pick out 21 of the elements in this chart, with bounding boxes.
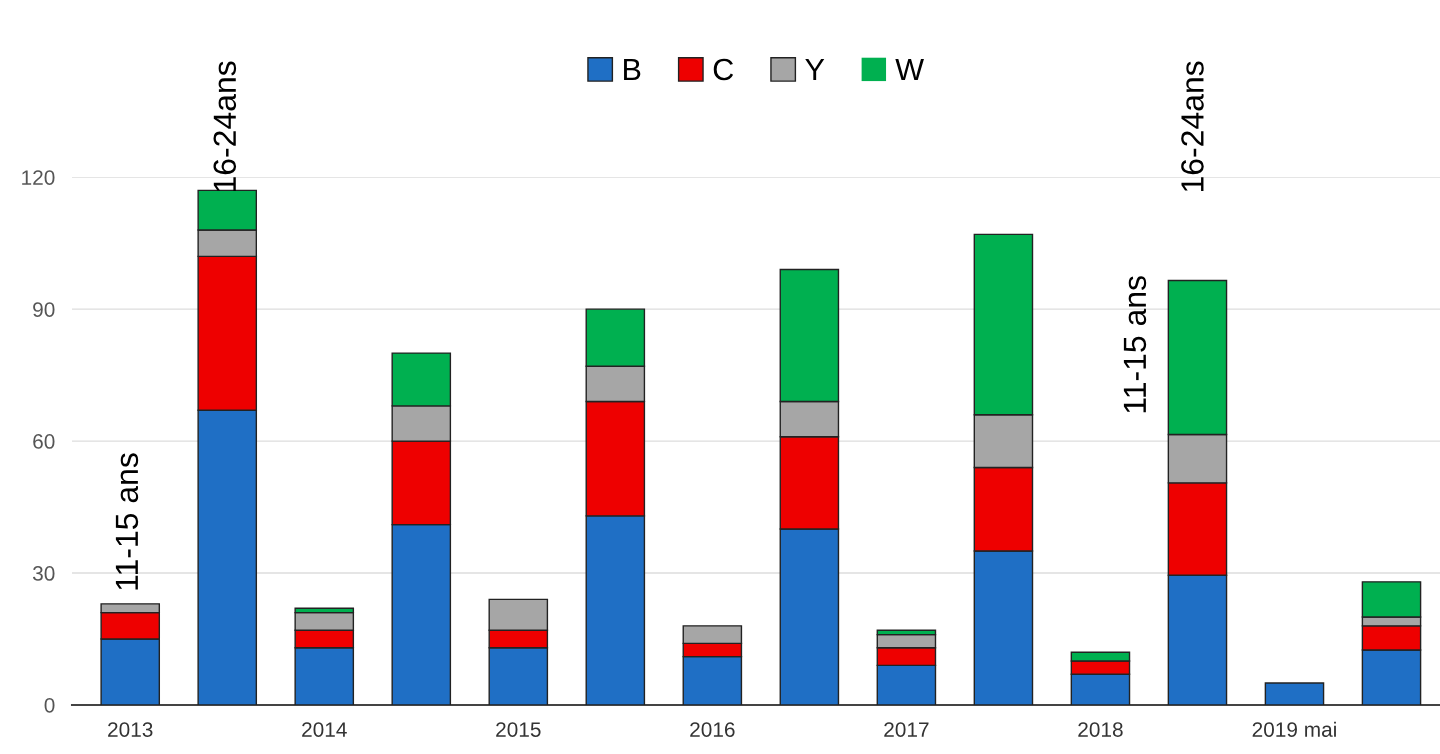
x-tick-label: 2017 (884, 722, 929, 737)
y-tick-label: 0 (44, 697, 55, 713)
x-tick-label: 2019 mai (1252, 721, 1336, 737)
x-tick-label: 2013 (108, 722, 153, 737)
x-tick-label: 2018 (1078, 722, 1123, 737)
legend-label: C (713, 58, 734, 81)
annotation: 16-24ans (1181, 61, 1204, 192)
annotation: 16-24ans (213, 61, 237, 192)
x-tick-label: 2015 (496, 722, 541, 737)
annotation: 11-15 ans (1123, 276, 1147, 413)
legend-label: W (895, 58, 924, 81)
legend-label: B (624, 58, 641, 81)
legend-label: Y (805, 58, 825, 81)
y-tick-label: 90 (33, 302, 55, 317)
y-tick-label: 120 (22, 170, 55, 185)
annotation: 11-15 ans (115, 453, 139, 590)
y-tick-label: 60 (33, 434, 55, 449)
x-tick-label: 2014 (302, 722, 347, 737)
y-tick-label: 30 (32, 566, 55, 581)
bar (1264, 682, 1325, 705)
x-tick-label: 2016 (690, 722, 735, 737)
